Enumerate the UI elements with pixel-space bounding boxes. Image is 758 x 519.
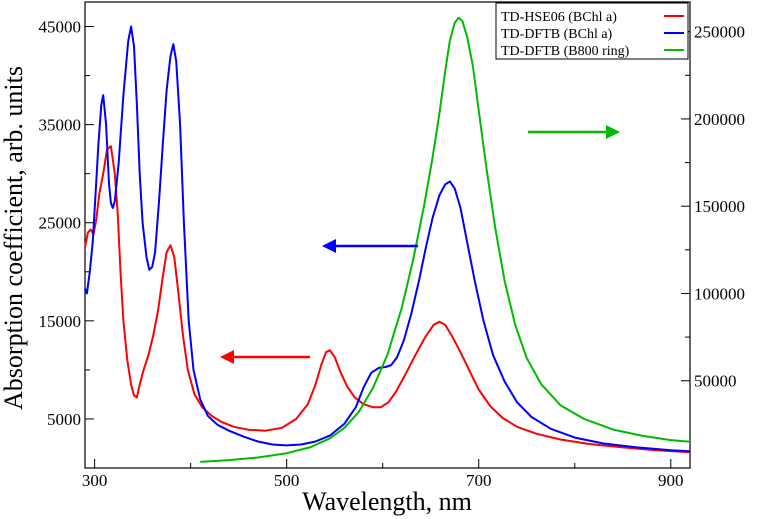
green-arrow-head — [606, 125, 620, 139]
red-arrow-head — [220, 350, 234, 364]
y-left-tick-label: 25000 — [39, 214, 82, 233]
series-layer — [84, 16, 691, 463]
y-left-tick-label: 5000 — [47, 410, 81, 429]
y-left-tick-label: 45000 — [39, 18, 82, 37]
legend-label-series-td-hse06-bchl-a: TD-HSE06 (BChl a) — [501, 10, 617, 25]
legend: TD-HSE06 (BChl a) TD-DFTB (BChl a) TD-DFTB… — [495, 2, 689, 60]
x-axis-title: Wavelength, nm — [302, 487, 472, 516]
y-left-tick-label: 35000 — [39, 116, 82, 135]
plot-frame — [84, 1, 691, 469]
legend-box — [495, 2, 689, 60]
x-tick-label: 700 — [466, 471, 492, 490]
y-right-tick-label: 200000 — [694, 110, 745, 129]
y-left-tick-label: 15000 — [39, 312, 82, 331]
series-td-dftb-bchl-a-line — [84, 25, 691, 453]
red-arrow — [220, 350, 310, 364]
legend-label-series-td-dftb-b800-ring: TD-DFTB (B800 ring) — [501, 44, 630, 59]
series-td-dftb-b800-ring-line — [200, 16, 691, 463]
ticks-layer: 300 500 700 900 5000 15000 25000 35000 45000 5000… — [39, 18, 746, 490]
y-axis-title: Absorption coefficient, arb. units — [0, 66, 28, 410]
arrow-layer — [220, 125, 620, 364]
x-tick-label: 500 — [274, 471, 300, 490]
green-arrow — [528, 125, 620, 139]
y-right-tick-label: 100000 — [694, 284, 745, 303]
legend-label-series-td-dftb-bchl-a: TD-DFTB (BChl a) — [501, 27, 613, 42]
series-td-hse06-bchl-a-line — [84, 145, 691, 454]
x-tick-label: 900 — [658, 471, 684, 490]
blue-arrow-head — [322, 239, 336, 253]
y-right-tick-label: 50000 — [694, 372, 737, 391]
y-right-tick-label: 150000 — [694, 197, 745, 216]
y-right-tick-label: 250000 — [694, 23, 745, 42]
x-tick-label: 300 — [82, 471, 108, 490]
blue-arrow — [322, 239, 418, 253]
